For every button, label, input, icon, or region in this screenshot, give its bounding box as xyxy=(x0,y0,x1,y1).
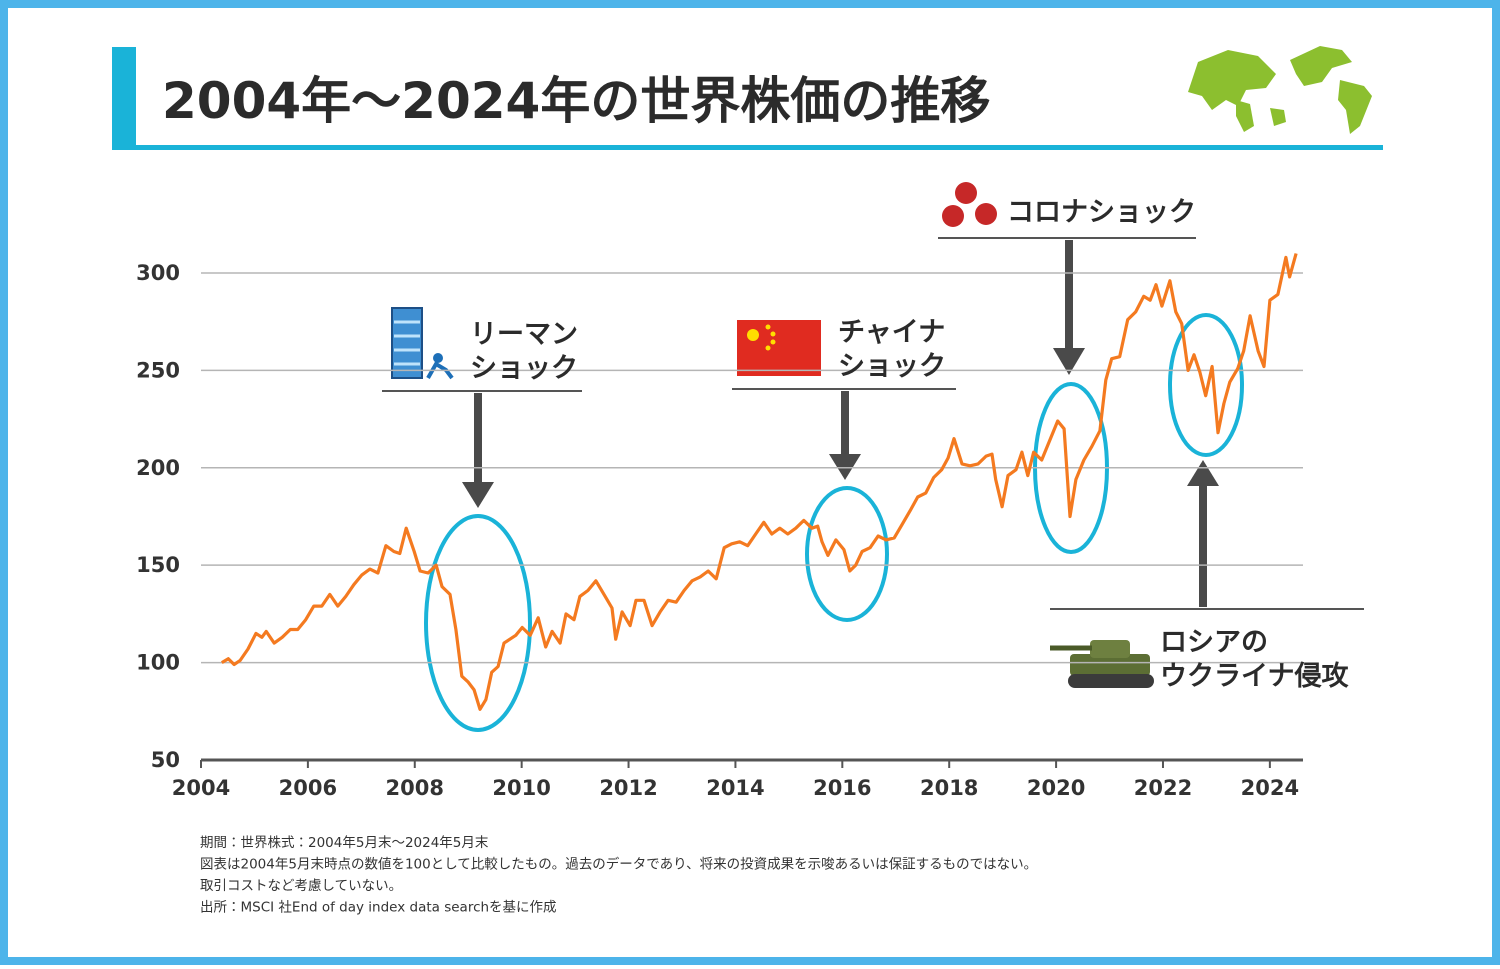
y-tick-label: 100 xyxy=(136,651,180,675)
y-tick-label: 300 xyxy=(136,261,180,285)
chart-title: 2004年～2024年の世界株価の推移 xyxy=(162,72,990,130)
x-tick-label: 2020 xyxy=(1027,776,1085,800)
x-tick-label: 2008 xyxy=(386,776,444,800)
building-icon xyxy=(391,307,454,380)
world-map-icon xyxy=(1188,46,1372,134)
annotation: ウクライナ侵攻 xyxy=(1160,661,1349,692)
virus-icon xyxy=(942,182,997,227)
x-tick-label: 2014 xyxy=(706,776,764,800)
callout-arrows xyxy=(462,240,1219,607)
annotation: ロシアの xyxy=(1160,627,1268,658)
y-tick-label: 50 xyxy=(151,748,180,772)
y-tick-label: 250 xyxy=(136,358,180,382)
footnote: 期間：世界株式：2004年5月末～2024年5月末 xyxy=(200,835,489,851)
x-tick-label: 2018 xyxy=(920,776,978,800)
footnote: 出所：MSCI 社End of day index data searchを基に… xyxy=(200,899,557,916)
title-accent xyxy=(112,47,136,148)
x-tick-label: 2006 xyxy=(279,776,337,800)
china-flag-icon xyxy=(737,320,821,376)
callout-lines xyxy=(382,237,1364,610)
y-tick-label: 200 xyxy=(136,456,180,480)
x-tick-label: 2024 xyxy=(1241,776,1299,800)
x-tick-label: 2010 xyxy=(492,776,550,800)
annotation: コロナショック xyxy=(1007,197,1196,228)
footnote: 取引コストなど考慮していない。 xyxy=(200,878,402,894)
price-line xyxy=(220,253,1298,711)
annotation: ショック xyxy=(470,353,578,384)
x-tick-label: 2016 xyxy=(813,776,871,800)
annotation: ショック xyxy=(838,351,946,382)
title-underline xyxy=(112,145,1383,150)
x-tick-label: 2004 xyxy=(172,776,230,800)
y-tick-label: 150 xyxy=(136,553,180,577)
footnote: 図表は2004年5月末時点の数値を100として比較したもの。過去のデータであり、… xyxy=(200,856,1037,873)
annotation: チャイナ xyxy=(838,317,945,348)
annotation: リーマン xyxy=(470,319,578,350)
tank-icon xyxy=(1050,640,1154,688)
x-tick-label: 2022 xyxy=(1134,776,1192,800)
x-tick-label: 2012 xyxy=(599,776,657,800)
